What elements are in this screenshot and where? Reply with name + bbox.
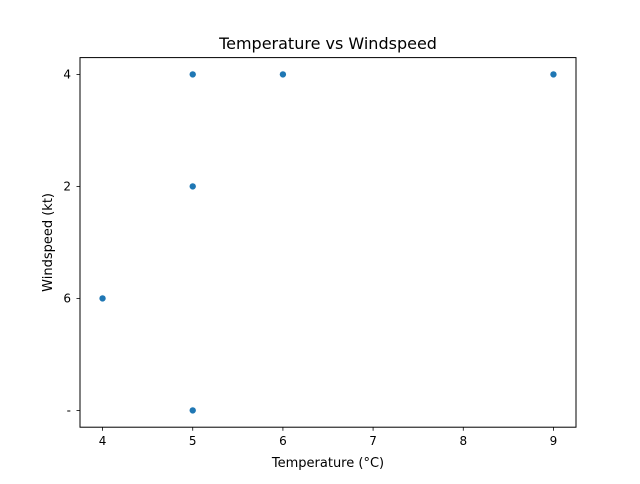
x-tick-label: 9 — [550, 434, 558, 448]
data-point — [188, 70, 197, 79]
x-tick-label: 6 — [279, 434, 287, 448]
x-axis-label: Temperature (°C) — [271, 456, 384, 471]
data-point — [188, 406, 197, 415]
data-point — [188, 182, 197, 191]
data-point — [549, 70, 558, 79]
x-tick-label: 8 — [459, 434, 467, 448]
data-point — [98, 294, 107, 303]
y-tick-label: 4 — [63, 67, 71, 81]
y-axis-ticks: - 6 2 4 — [63, 67, 80, 417]
x-axis-ticks: 4 5 6 7 8 9 — [99, 427, 558, 448]
plot-area — [79, 57, 577, 428]
chart-title: Temperature vs Windspeed — [218, 34, 437, 53]
y-tick-label: 6 — [63, 291, 71, 305]
plot-frame — [79, 57, 577, 428]
data-point — [279, 70, 287, 79]
x-tick-label: 4 — [99, 434, 107, 448]
data-points — [98, 70, 558, 415]
x-tick-label: 7 — [369, 434, 377, 448]
y-axis-label: Windspeed (kt) — [41, 193, 56, 292]
x-tick-label: 5 — [189, 434, 197, 448]
y-tick-label: 2 — [63, 179, 71, 193]
y-tick-label: - — [67, 403, 71, 417]
